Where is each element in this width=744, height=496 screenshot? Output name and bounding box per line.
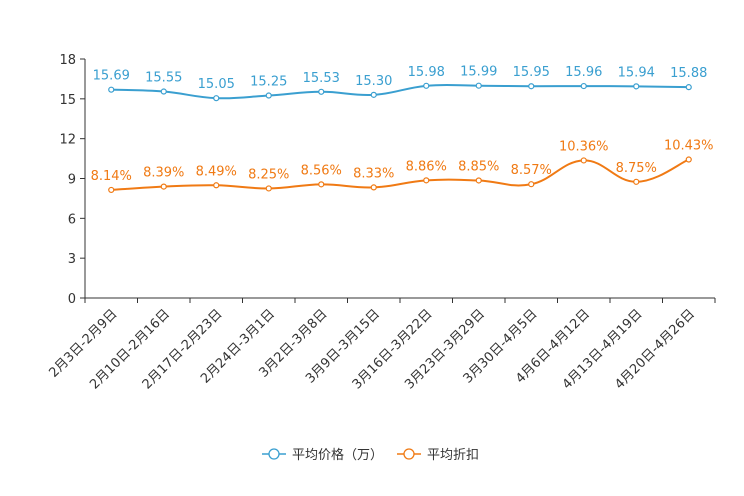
data-point-discount[interactable] [370, 184, 377, 191]
data-label-price: 15.98 [408, 65, 445, 80]
data-label-price: 15.96 [565, 65, 602, 80]
data-label-discount: 8.33% [353, 166, 394, 181]
data-point-discount[interactable] [108, 186, 115, 194]
data-point-price[interactable] [475, 82, 482, 89]
data-label-price: 15.69 [93, 69, 130, 84]
legend-label-price: 平均价格（万） [292, 447, 383, 463]
data-point-price[interactable] [108, 86, 115, 93]
data-label-price: 15.99 [460, 65, 497, 80]
legend-item-discount[interactable]: 平均折扣 [397, 448, 479, 463]
data-label-discount: 8.85% [458, 159, 499, 174]
data-label-discount: 8.39% [143, 166, 184, 181]
data-label-price: 15.53 [303, 71, 340, 86]
y-tick-label: 6 [68, 212, 76, 227]
legend-marker-discount [403, 448, 415, 460]
series-line-price [111, 83, 689, 100]
data-label-price: 15.94 [618, 65, 655, 80]
y-tick-label: 12 [59, 133, 76, 148]
data-point-discount[interactable] [528, 181, 535, 188]
data-label-price: 15.88 [670, 66, 707, 81]
y-tick-label: 0 [68, 292, 76, 307]
data-point-price[interactable] [213, 95, 220, 102]
data-label-discount: 8.75% [616, 161, 657, 176]
data-label-discount: 8.86% [406, 159, 447, 174]
data-label-discount: 8.25% [248, 167, 289, 182]
legend[interactable]: 平均价格（万） 平均折扣 [262, 447, 479, 463]
data-point-discount[interactable] [580, 157, 587, 164]
data-point-discount[interactable] [475, 177, 482, 184]
data-point-discount[interactable] [213, 182, 220, 189]
data-point-price[interactable] [528, 83, 535, 90]
data-point-discount[interactable] [160, 183, 167, 190]
data-point-discount[interactable] [265, 185, 272, 192]
y-tick-label: 15 [59, 93, 76, 108]
y-tick-label: 18 [59, 53, 76, 68]
y-tick-label: 3 [68, 252, 76, 267]
axes: 03691215182月3日-2月9日2月10日-2月16日2月17日-2月23… [46, 53, 716, 392]
data-point-price[interactable] [318, 88, 325, 95]
data-point-price[interactable] [160, 88, 167, 95]
legend-marker-price [268, 448, 280, 460]
data-point-price[interactable] [685, 84, 692, 91]
data-label-discount: 8.57% [511, 163, 552, 178]
legend-item-price[interactable]: 平均价格（万） [262, 447, 383, 463]
legend-label-discount: 平均折扣 [427, 448, 479, 463]
data-labels-layer: 15.69 15.55 15.05 15.25 15.53 15.30 15.98 15.99… [91, 65, 714, 184]
data-label-price: 15.55 [145, 71, 182, 86]
data-label-price: 15.30 [355, 74, 392, 89]
data-point-price[interactable] [633, 83, 640, 90]
data-point-discount[interactable] [633, 178, 640, 185]
data-point-discount[interactable] [685, 156, 692, 163]
data-label-discount: 10.36% [559, 139, 609, 154]
data-point-price[interactable] [265, 92, 272, 99]
data-point-price[interactable] [370, 91, 377, 98]
data-point-discount[interactable] [423, 177, 430, 184]
data-label-discount: 8.14% [91, 169, 132, 184]
data-point-discount[interactable] [318, 181, 325, 188]
data-label-price: 15.05 [198, 77, 235, 92]
series-layer [108, 82, 692, 194]
data-label-discount: 8.49% [196, 164, 237, 179]
data-label-price: 15.95 [513, 65, 550, 80]
data-label-discount: 8.56% [301, 163, 342, 178]
data-point-price[interactable] [580, 82, 587, 90]
data-point-price[interactable] [423, 82, 430, 89]
data-label-price: 15.25 [250, 75, 287, 90]
data-label-discount: 10.43% [664, 139, 714, 154]
y-tick-label: 9 [68, 173, 76, 188]
